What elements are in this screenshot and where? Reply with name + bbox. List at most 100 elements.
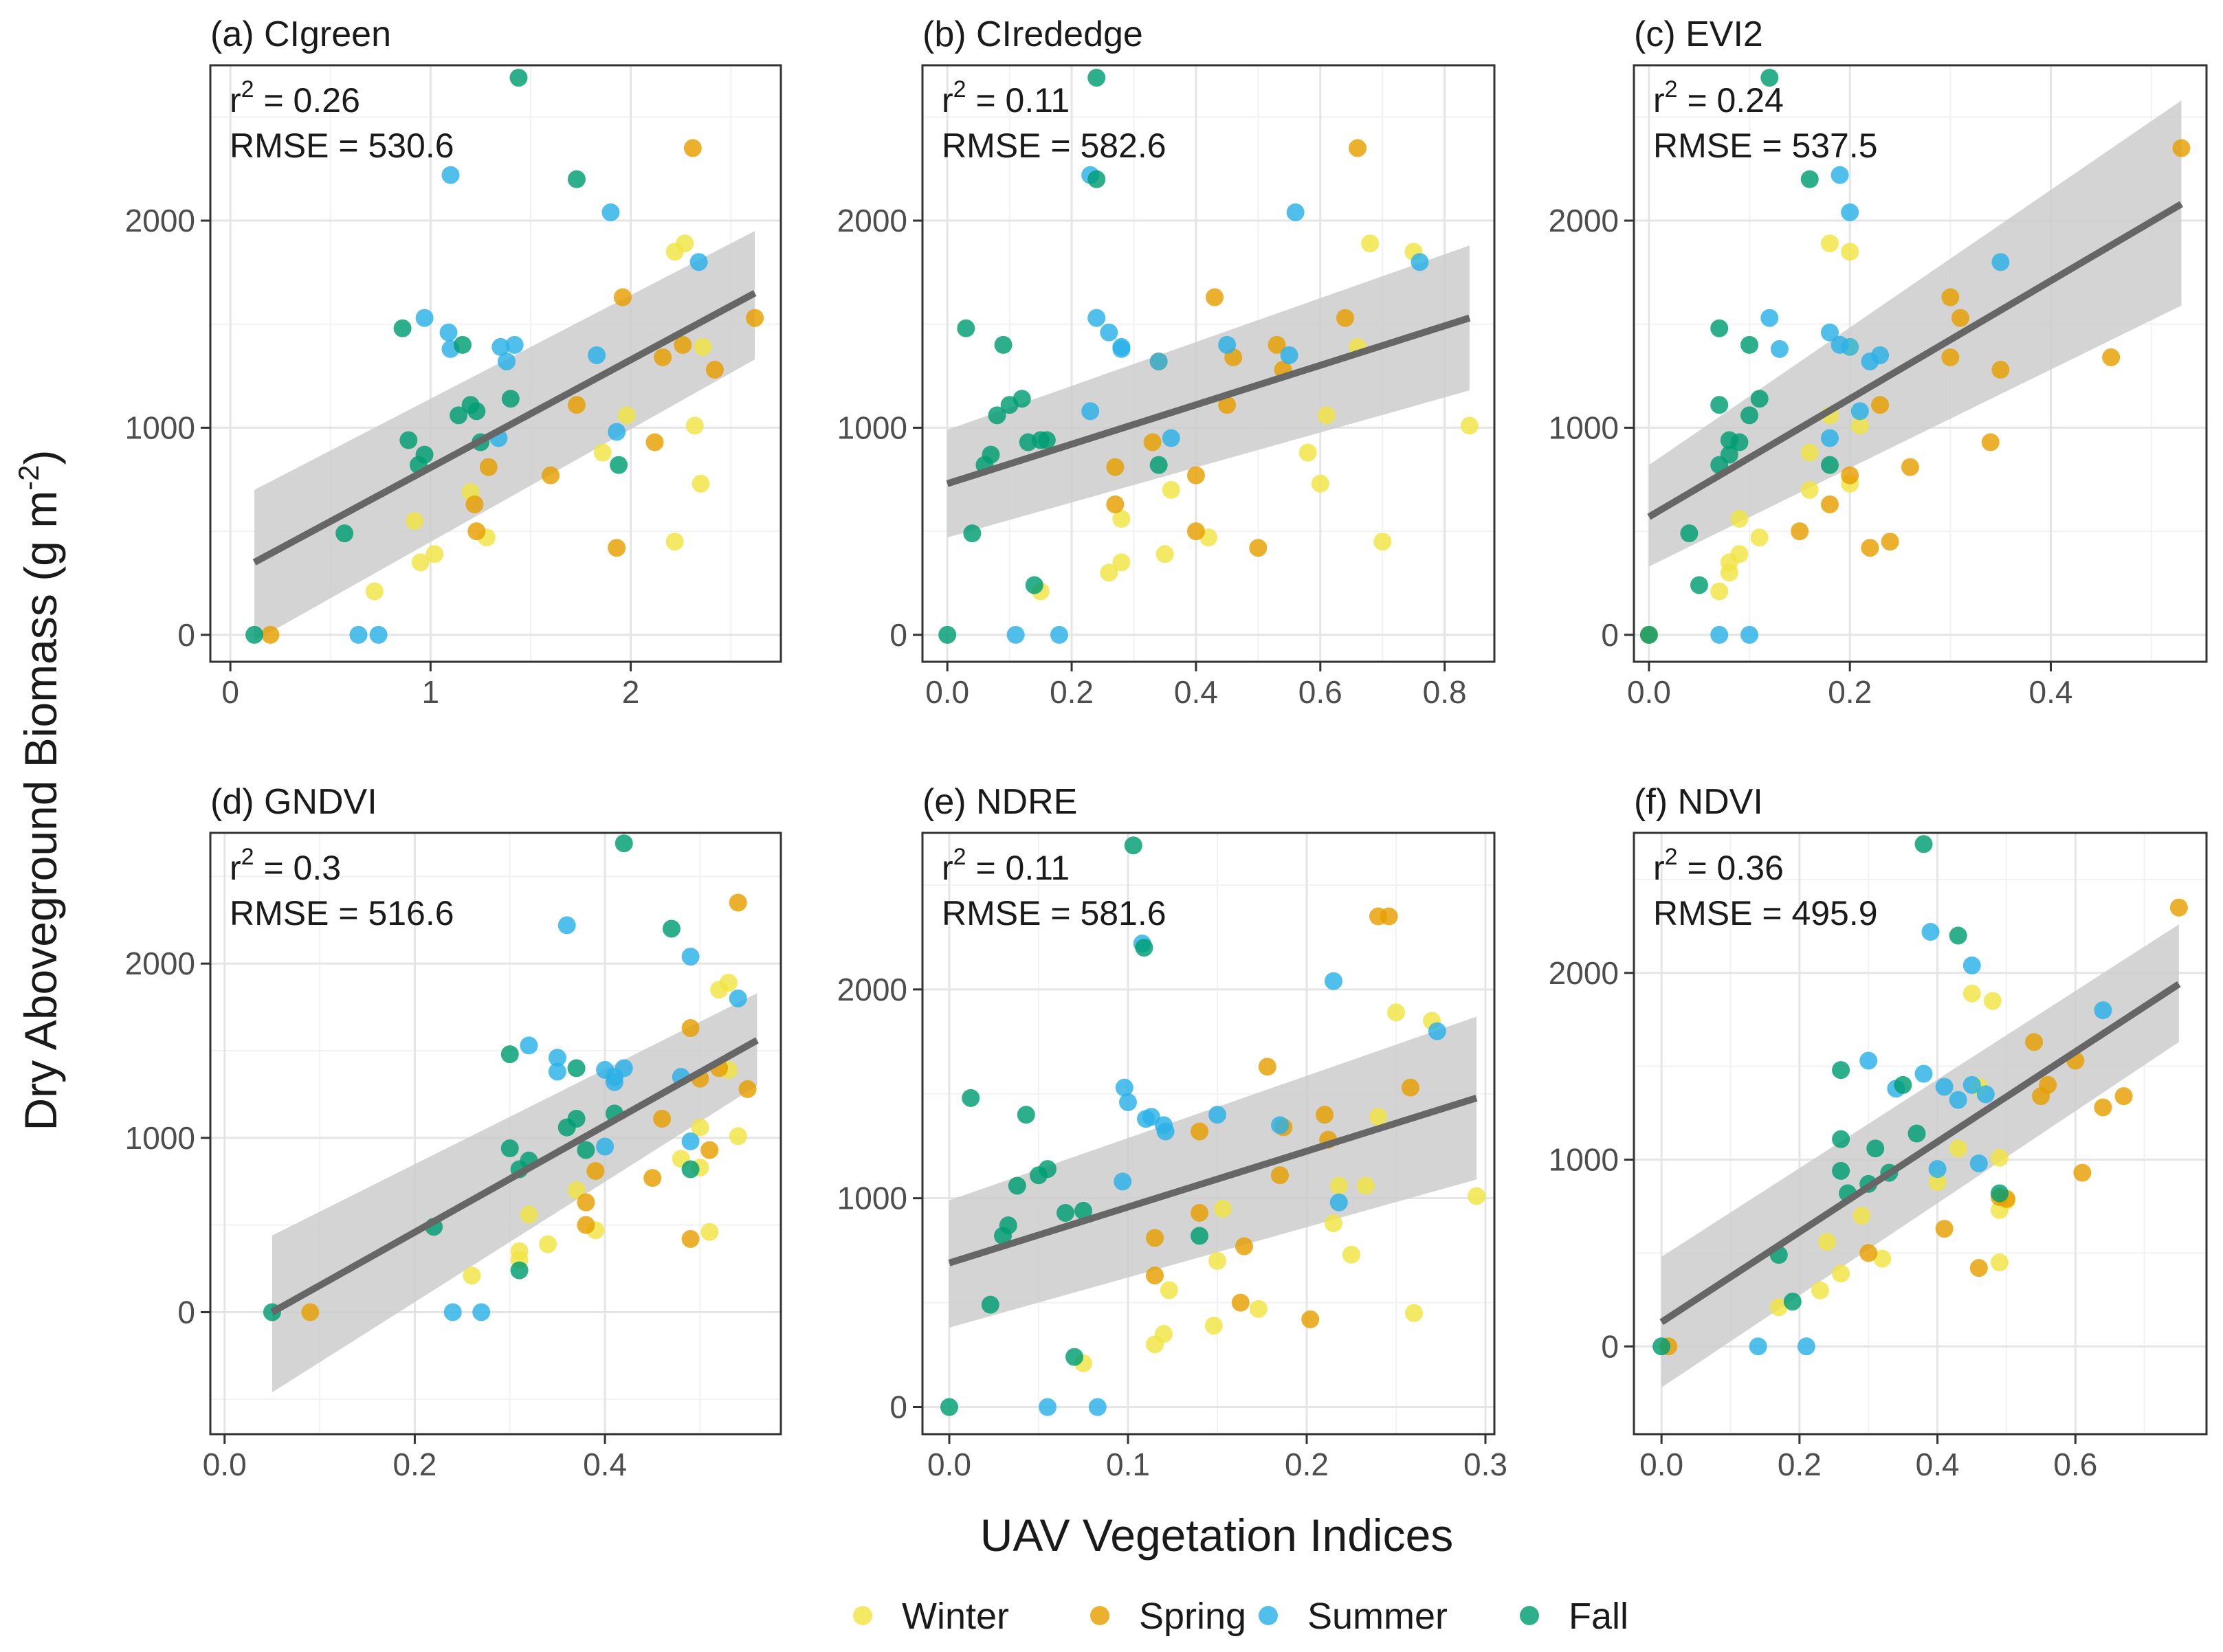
data-point: [1853, 1207, 1871, 1225]
r-squared-value: = 0.36: [1678, 849, 1784, 887]
data-point: [261, 625, 280, 644]
rmse-label: RMSE = 581.6: [942, 894, 1166, 933]
data-point: [1652, 1337, 1671, 1356]
data-point: [615, 834, 633, 853]
data-point: [510, 1261, 529, 1280]
data-point: [1750, 390, 1769, 408]
panel-4: 0.0 0.2 0.4 0 1000 2000 (d) GNDVI r2 = 0.3 RMSE …: [125, 782, 782, 1482]
data-point: [1088, 1398, 1107, 1416]
panel-2: 0.0 0.2 0.4 0.6 0.8 0 1000 2000 (b) CIrededge r2 …: [837, 14, 1496, 710]
data-point: [1143, 433, 1162, 451]
panel-title: (a) CIgreen: [210, 14, 391, 54]
x-tick-label: 0.3: [1463, 1447, 1507, 1482]
r-squared-exponent: 2: [1665, 844, 1678, 870]
x-tick-label: 0.8: [1423, 674, 1467, 710]
data-point: [692, 474, 710, 493]
r-squared-exponent: 2: [241, 844, 254, 870]
data-point: [498, 352, 516, 370]
legend: Winter Spring Summer Fall: [853, 1596, 1628, 1637]
data-point: [1100, 323, 1118, 342]
data-point: [2039, 1075, 2057, 1094]
data-point: [2073, 1163, 2092, 1182]
data-point: [1006, 625, 1025, 644]
data-point: [963, 524, 982, 543]
data-point: [245, 625, 264, 644]
data-point: [729, 989, 747, 1007]
data-point: [1074, 1201, 1092, 1220]
data-point: [1025, 576, 1043, 594]
data-point: [1361, 234, 1380, 253]
regression-line: [1647, 201, 2183, 520]
data-point: [1935, 1220, 1954, 1238]
r-squared-value: = 0.11: [966, 849, 1070, 887]
data-point: [500, 1139, 519, 1158]
data-point: [1941, 348, 1960, 366]
panel-frame: [1633, 64, 2208, 663]
r-squared-exponent: 2: [953, 76, 966, 102]
data-point: [1268, 335, 1286, 354]
r-squared-label: r2 = 0.36: [1653, 844, 1784, 887]
data-point: [1769, 1298, 1788, 1317]
data-point: [1065, 1348, 1083, 1366]
data-point: [1149, 456, 1168, 474]
data-point: [2094, 1001, 2112, 1020]
panel-title: (b) CIrededge: [922, 14, 1143, 54]
legend-label: Winter: [902, 1596, 1009, 1637]
data-point: [1914, 835, 1933, 853]
regression-line: [946, 314, 1471, 487]
x-tick-label: 0.1: [1106, 1447, 1150, 1482]
data-point: [1135, 939, 1153, 957]
data-point: [393, 319, 412, 337]
data-point: [662, 919, 681, 938]
data-point: [608, 539, 626, 557]
series-fall: [940, 836, 1208, 1416]
panel-6: 0.0 0.2 0.4 0.6 0 1000 2000 (f) NDVI r2 = 0.36 RM…: [1549, 782, 2208, 1482]
x-tick-label: 0.0: [1639, 1447, 1683, 1482]
confidence-band: [1648, 100, 2182, 567]
data-point: [1191, 1227, 1208, 1245]
data-point: [643, 1169, 662, 1187]
r-squared-symbol: r: [230, 81, 241, 120]
data-point: [1106, 458, 1125, 476]
data-point: [1832, 1161, 1850, 1180]
y-tick-label: 0: [177, 1294, 195, 1330]
data-point: [1914, 1064, 1933, 1083]
data-point: [1873, 1249, 1892, 1268]
data-point: [593, 443, 612, 462]
data-point: [1119, 1093, 1137, 1111]
x-axis-title: UAV Vegetation Indices: [980, 1510, 1454, 1561]
data-point: [1039, 1398, 1057, 1416]
regression-line: [1659, 981, 2181, 1326]
r-squared-symbol: r: [942, 81, 953, 120]
data-point: [691, 1118, 709, 1137]
data-point: [1990, 1253, 2009, 1271]
data-point: [1115, 1078, 1133, 1097]
data-point: [999, 1216, 1017, 1235]
data-point: [1206, 288, 1224, 306]
rmse-label: RMSE = 516.6: [230, 894, 454, 933]
data-point: [369, 625, 388, 644]
r-squared-label: r2 = 0.26: [230, 76, 360, 120]
x-tick-label: 0.6: [2053, 1447, 2097, 1482]
data-point: [1850, 416, 1869, 435]
data-point: [548, 1062, 566, 1081]
data-point: [689, 253, 708, 271]
data-point: [567, 1059, 586, 1078]
data-point: [1017, 1106, 1035, 1124]
data-point: [1191, 1122, 1208, 1141]
data-point: [1832, 1130, 1850, 1148]
data-point: [1841, 466, 1859, 484]
data-point: [491, 337, 510, 356]
data-point: [335, 524, 354, 543]
data-point: [1951, 309, 1969, 327]
data-point: [1921, 923, 1940, 941]
data-point: [1369, 1108, 1387, 1126]
data-point: [1811, 1281, 1829, 1299]
r-squared-symbol: r: [230, 849, 241, 887]
data-point: [681, 1160, 700, 1179]
data-point: [1112, 553, 1131, 572]
data-point: [608, 423, 626, 441]
data-point: [1991, 361, 2010, 379]
data-point: [1935, 1078, 1954, 1096]
